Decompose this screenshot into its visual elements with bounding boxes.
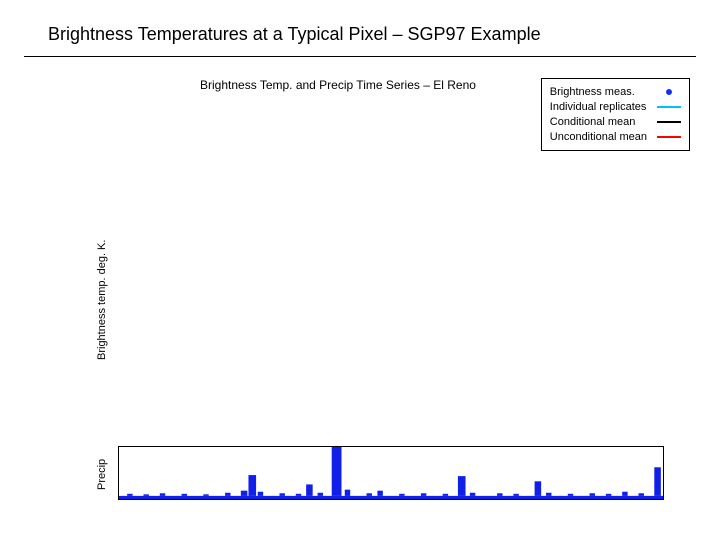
precip-bar bbox=[318, 493, 323, 496]
legend-label: Conditional mean bbox=[550, 115, 636, 130]
precip-bar bbox=[622, 492, 627, 496]
precip-bar bbox=[470, 493, 475, 496]
legend-label: Individual replicates bbox=[550, 100, 647, 115]
precip-svg bbox=[119, 447, 663, 499]
precip-bar bbox=[606, 494, 611, 496]
page-title: Brightness Temperatures at a Typical Pix… bbox=[48, 24, 541, 45]
precip-bar bbox=[639, 493, 644, 496]
dot-icon bbox=[666, 89, 672, 95]
precip-bar bbox=[258, 492, 263, 496]
precip-bar bbox=[546, 493, 551, 496]
legend-swatch-line bbox=[657, 116, 681, 128]
precip-bar bbox=[443, 494, 448, 496]
precip-bar bbox=[535, 481, 542, 496]
precip-bar bbox=[590, 493, 595, 496]
title-rule bbox=[24, 56, 696, 57]
y-axis-label-precip: Precip bbox=[96, 459, 108, 490]
legend-label: Unconditional mean bbox=[550, 130, 647, 145]
line-icon bbox=[657, 106, 681, 108]
legend-item: Brightness meas. bbox=[550, 85, 681, 100]
precip-chart bbox=[118, 446, 664, 500]
precip-bar bbox=[332, 447, 342, 496]
precip-baseline bbox=[119, 496, 663, 499]
line-icon bbox=[657, 136, 681, 138]
legend-box: Brightness meas. Individual replicates C… bbox=[541, 78, 690, 151]
precip-bar bbox=[367, 493, 372, 496]
precip-bar bbox=[345, 490, 350, 496]
legend-swatch-line bbox=[657, 131, 681, 143]
legend-item: Individual replicates bbox=[550, 100, 681, 115]
precip-bar bbox=[306, 484, 313, 495]
precip-bar bbox=[513, 494, 518, 496]
legend-swatch-line bbox=[657, 101, 681, 113]
precip-bar bbox=[248, 475, 256, 496]
legend-swatch-dot bbox=[657, 86, 681, 98]
precip-bar bbox=[127, 494, 132, 496]
precip-bar bbox=[143, 494, 148, 496]
legend-label: Brightness meas. bbox=[550, 85, 635, 100]
precip-bar bbox=[654, 467, 661, 496]
line-icon bbox=[657, 121, 681, 123]
precip-bar bbox=[182, 494, 187, 496]
precip-bar bbox=[241, 491, 248, 496]
precip-bar bbox=[203, 494, 208, 496]
precip-bar bbox=[568, 494, 573, 496]
y-axis-label-brightness: Brightness temp. deg. K. bbox=[96, 240, 108, 360]
precip-bar bbox=[279, 493, 284, 496]
precip-bar bbox=[377, 491, 382, 496]
precip-bar bbox=[160, 493, 165, 496]
precip-bar bbox=[458, 476, 466, 496]
precip-bar bbox=[225, 493, 230, 496]
precip-bar bbox=[421, 493, 426, 496]
legend-item: Unconditional mean bbox=[550, 130, 681, 145]
precip-bar bbox=[497, 493, 502, 496]
precip-bar bbox=[296, 494, 301, 496]
chart-subtitle: Brightness Temp. and Precip Time Series … bbox=[200, 78, 476, 92]
legend-item: Conditional mean bbox=[550, 115, 681, 130]
precip-bar bbox=[399, 494, 404, 496]
